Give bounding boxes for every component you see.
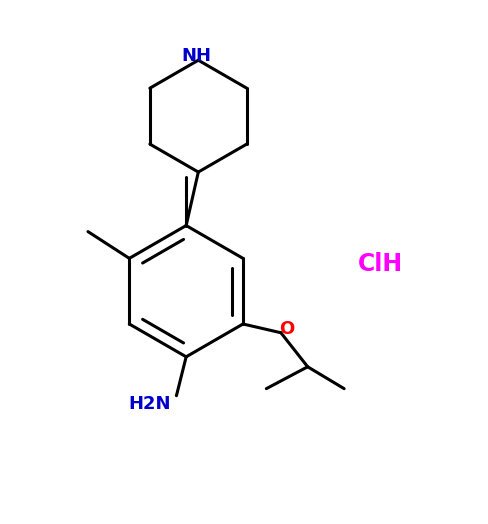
Text: H2N: H2N — [128, 396, 171, 413]
Text: NH: NH — [181, 47, 210, 66]
Text: ClH: ClH — [357, 253, 403, 277]
Text: O: O — [279, 320, 294, 338]
